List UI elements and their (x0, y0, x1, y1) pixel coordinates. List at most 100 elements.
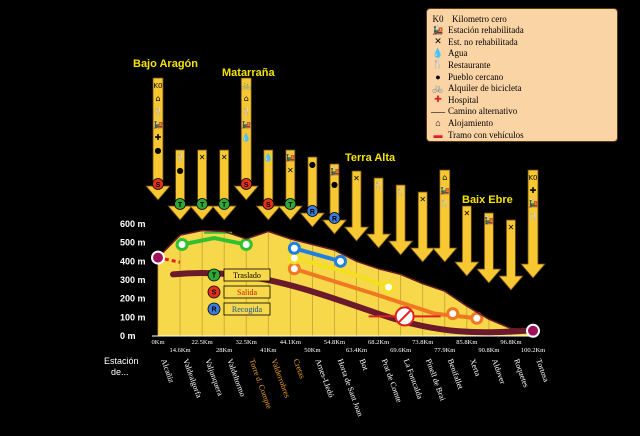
station-service-icon: ✕ (419, 195, 426, 204)
hospital-icon: ✚ (434, 94, 442, 105)
stations-header: Estación (104, 356, 139, 366)
service-badge (174, 198, 186, 210)
service-legend-badge (207, 268, 221, 282)
station-service-icon: ✕ (199, 153, 206, 162)
station-service-icon: 🍴 (440, 198, 450, 208)
service-badge (240, 178, 253, 190)
region-label-matarrana: Matarraña (222, 67, 275, 79)
station-name: Pinell de Brai (424, 358, 448, 403)
station-arrow: ✕ (343, 170, 370, 242)
svg-text:T: T (222, 202, 227, 209)
station-arrow: ✕ (409, 191, 436, 263)
legend-item-label: Est. no rehabilitada (448, 36, 518, 47)
station-service-icon: 🚂 (153, 119, 163, 129)
station-arrow: ✕T (211, 149, 238, 221)
station-service-icon: ✕ (353, 174, 360, 183)
station-name: Tortosa (534, 358, 551, 384)
service-legend-box (223, 285, 271, 299)
station-service-icon: ✕ (221, 153, 228, 162)
station-arrow: ✕ (498, 219, 524, 291)
station-arrow: ●R (299, 156, 326, 228)
svg-text:T: T (212, 273, 217, 280)
station-name: Cretas (291, 358, 306, 380)
station-name: Alcañiz (159, 358, 176, 385)
legend-item: 🍴 Restaurante (431, 59, 490, 70)
station-service-icon: 🍴 (528, 211, 538, 221)
service-legend-box (223, 268, 271, 282)
legend-item-label: Restaurante (448, 59, 491, 70)
station-service-icon: 💧 (241, 132, 251, 142)
station-service-icon: ⌂ (244, 94, 249, 103)
legend-item: ✕ Est. no rehabilitada (431, 36, 518, 47)
station-arrow: 🍴 (387, 184, 414, 256)
legend-item-label: Agua (448, 48, 468, 59)
svg-text:R: R (211, 307, 216, 314)
svg-text:S: S (244, 182, 249, 189)
station-arrow: ⌂ 🚂 🍴 (431, 169, 458, 263)
lodging-icon: ⌂ (435, 117, 441, 128)
station-service-icon: ✕ (287, 166, 294, 175)
region-label-baix-ebre: Baix Ebre (462, 194, 513, 206)
station-service-icon: 🍴 (241, 106, 251, 116)
legend-item: 🚂 Estación rehabilitada (431, 24, 524, 36)
km-label: 44.1Km (280, 339, 301, 346)
station-arrow: 🚂 ● R (321, 163, 348, 235)
km-label: 54.8Km (324, 339, 345, 346)
orange-route-dot (287, 262, 301, 276)
train-icon: 🚂 (432, 24, 444, 35)
village-icon: ● (435, 71, 441, 82)
service-badge (218, 198, 231, 210)
green-route-dot (239, 238, 253, 252)
station-name: La Fontcalda (402, 358, 425, 401)
service-legend-badge (207, 285, 221, 299)
svg-text:S: S (156, 182, 161, 189)
station-service-icon: ⌂ (155, 94, 160, 103)
km-label: 96.8Km (500, 339, 521, 346)
legend-item: 💧 Agua (431, 48, 468, 59)
legend-item: K0 Kilometro cero (431, 13, 507, 24)
legend-item: ▬ Tramo con vehículos (431, 129, 524, 140)
service-badge (262, 198, 275, 210)
station-name: Valdeltormo (225, 358, 247, 398)
legend-item-label: Alojamiento (448, 117, 493, 128)
km-label: 85.8Km (456, 339, 477, 346)
station-service-icon: ⌂ (442, 173, 447, 182)
vehicle-section-icon: ▬ (433, 129, 443, 140)
station-service-icon: 🚂 (285, 152, 295, 162)
yellow-route-dot (382, 280, 396, 294)
station-service-icon: ✕ (508, 223, 515, 232)
svg-text:T: T (200, 202, 205, 209)
station-service-icon: 🍴 (153, 106, 163, 116)
km-label: 90.8Km (478, 347, 499, 354)
legend-item: ✚ Hospital (431, 94, 478, 105)
svg-text:R: R (310, 209, 315, 216)
elevation-top-line (157, 229, 534, 332)
station-name: Valdealgorfa (181, 358, 204, 400)
service-badge (306, 205, 319, 217)
y-tick-label: 200 m (120, 294, 146, 304)
service-badge (152, 178, 164, 190)
km-label: 50Km (304, 347, 320, 354)
blue-route (293, 246, 342, 264)
station-service-icon: 🚂 (329, 166, 339, 176)
km-label: 28Km (216, 347, 232, 354)
station-name: Aldover (490, 358, 508, 386)
cross-icon: ✕ (434, 36, 442, 47)
legend-item: ⌂ Alojamiento (431, 117, 493, 128)
legend-item-label: Estación rehabilitada (448, 25, 524, 36)
station-arrow: 🚂 (476, 212, 502, 284)
restaurant-icon: 🍴 (432, 59, 444, 70)
station-service-icon: 🚂 (440, 185, 450, 195)
station-arrow: ✕T (189, 149, 215, 221)
y-tick-label: 100 m (120, 312, 146, 322)
station-arrow: 🚲 ⌂ 🍴 🚂 💧 S (233, 77, 260, 201)
region-label-terra-alta: Terra Alta (345, 152, 396, 164)
station-arrow: 🍴 (365, 177, 392, 249)
legend-item-label: Pueblo cercano (448, 71, 504, 82)
kilometro-cero-icon: K0 (432, 13, 444, 24)
station-arrow: 🍴 ● T (167, 149, 193, 221)
station-name: Valjunquera (203, 358, 225, 398)
km-label: 22.5Km (192, 339, 213, 346)
service-badge (284, 198, 297, 210)
